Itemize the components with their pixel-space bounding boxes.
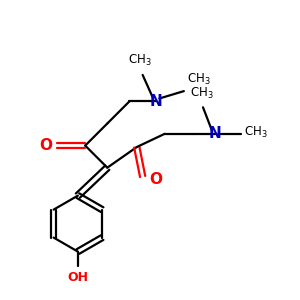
Text: CH$_3$: CH$_3$ — [244, 125, 268, 140]
Text: CH$_3$: CH$_3$ — [187, 72, 211, 87]
Text: N: N — [149, 94, 162, 109]
Text: O: O — [39, 138, 52, 153]
Text: CH$_3$: CH$_3$ — [190, 86, 213, 101]
Text: CH$_3$: CH$_3$ — [128, 53, 152, 68]
Text: N: N — [208, 126, 221, 141]
Text: OH: OH — [68, 271, 88, 284]
Text: O: O — [149, 172, 162, 187]
